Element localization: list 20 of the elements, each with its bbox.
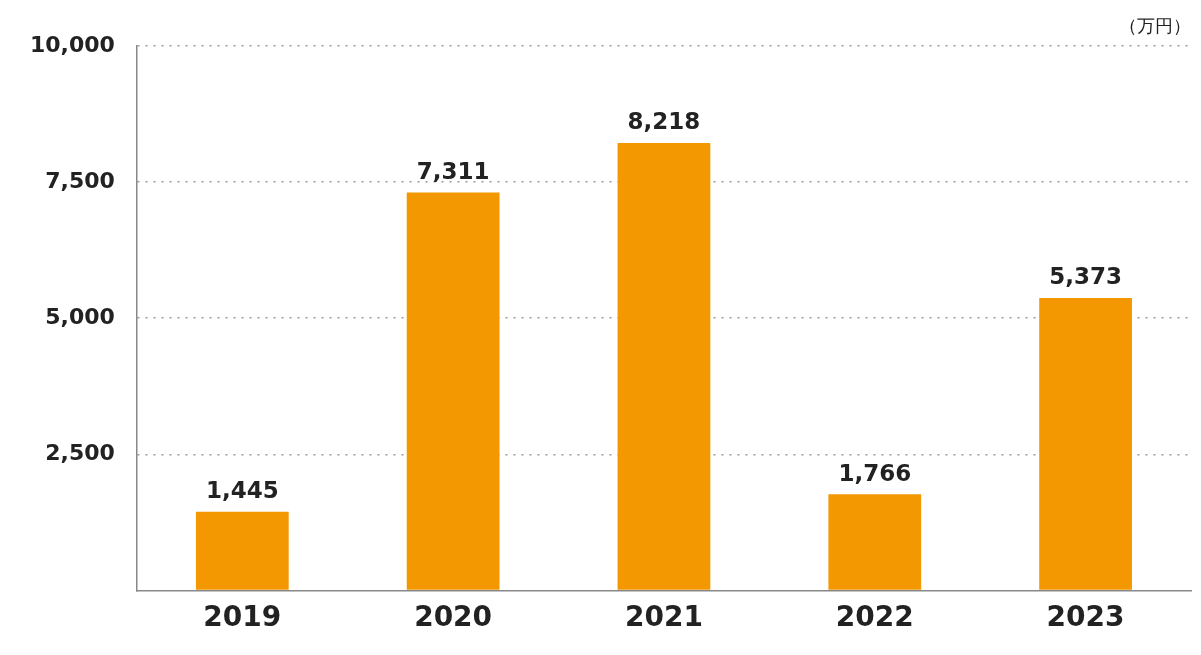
y-tick-label: 5,000 — [45, 303, 115, 329]
data-label: 7,311 — [416, 157, 490, 184]
bar — [617, 143, 711, 590]
bar — [828, 494, 922, 590]
x-tick-label: 2019 — [203, 600, 282, 634]
y-tick-label: 10,000 — [29, 31, 115, 57]
x-tick-label: 2022 — [835, 600, 914, 634]
y-tick-label: 2,500 — [45, 440, 115, 466]
x-tick-label: 2023 — [1046, 600, 1125, 634]
x-tick-label: 2020 — [414, 600, 493, 634]
bar — [195, 511, 289, 590]
y-tick-label: 7,500 — [45, 167, 115, 193]
bar — [1039, 297, 1132, 590]
data-label: 5,373 — [1049, 263, 1122, 290]
x-tick-label: 2021 — [624, 600, 703, 634]
data-label: 1,445 — [205, 477, 279, 504]
data-label: 1,766 — [838, 459, 912, 486]
bar — [406, 192, 500, 590]
y-axis-title: （万円） — [1119, 14, 1191, 36]
data-label: 8,218 — [627, 108, 701, 135]
